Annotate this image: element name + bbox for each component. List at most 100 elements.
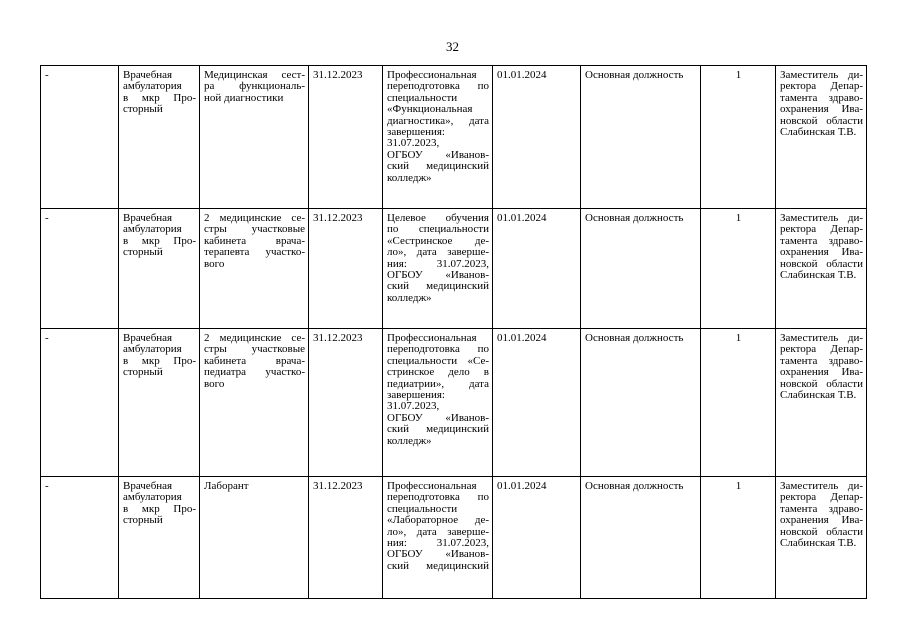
table-row: - Врачебная амбулатория в мкр Про-сторный 2 … xyxy=(40,328,867,477)
cell-line: Основная должность xyxy=(585,212,684,224)
cell-qualification: Профессиональная переподготовка по специал… xyxy=(382,328,493,477)
cell-line: тамента здраво- xyxy=(780,502,863,515)
cell-line: Заместитель ди- xyxy=(780,332,863,344)
cell-line: 31.12.2023 xyxy=(313,332,363,344)
cell-line: в мкр Про- xyxy=(123,234,196,247)
cell-line: ский медицинский xyxy=(387,160,489,173)
cell-line: Слабинская Т.В. xyxy=(780,269,857,282)
cell-count: 1 xyxy=(700,208,776,329)
cell-line: сторный xyxy=(123,366,163,379)
cell-line: педиатра участко- xyxy=(204,366,305,379)
cell-line: охранения Ива- xyxy=(780,246,863,259)
cell-line: Слабинская Т.В. xyxy=(780,126,857,139)
cell-qualification: Профессиональная переподготовка по специал… xyxy=(382,65,493,209)
cell-line: 01.01.2024 xyxy=(497,480,547,492)
cell-line: 1 xyxy=(735,332,742,344)
cell-line: переподготовка по xyxy=(387,80,489,93)
cell-qualification: Целевое обучения по специальности «Сестрин… xyxy=(382,208,493,329)
cell-line: Целевое обучения xyxy=(387,212,489,224)
cell-line: Лаборант xyxy=(204,480,249,492)
cell-department: Врачебная амбулатория в мкр Про-сторный xyxy=(118,208,200,329)
cell-line: переподготовка по xyxy=(387,491,489,504)
cell-line: «Лабораторное де- xyxy=(387,514,489,527)
cell-line: в мкр Про- xyxy=(123,502,196,515)
cell-department: Врачебная амбулатория в мкр Про-сторный xyxy=(118,328,200,477)
cell-line: Основная должность xyxy=(585,332,684,344)
cell-line: Заместитель ди- xyxy=(780,212,863,224)
cell-line: охранения Ива- xyxy=(780,103,863,116)
cell-responsible: Заместитель ди-ректора Депар-тамента здр… xyxy=(775,208,867,329)
cell-date: 31.12.2023 xyxy=(308,476,383,599)
cell-line: вого xyxy=(204,257,225,270)
cell-line: ректора Депар- xyxy=(780,343,863,356)
cell-line: амбулатория xyxy=(123,80,182,93)
cell-line: стры участковые xyxy=(204,343,305,356)
cell-line: диагностика», дата xyxy=(387,114,489,127)
cell-line: Профессиональная xyxy=(387,69,477,81)
cell-line: ректора Депар- xyxy=(780,491,863,504)
cell-position-type: Основная должность xyxy=(580,65,701,209)
table-row: - Врачебная амбулатория в мкр Про-сторный Ла… xyxy=(40,476,867,599)
cell-line: ло», дата заверше- xyxy=(387,246,489,259)
cell-position-type: Основная должность xyxy=(580,476,701,599)
cell-line: сторный xyxy=(123,246,163,259)
cell-position: Медицинская сест-ра функциональ-ной диаг… xyxy=(199,65,309,209)
cell-line: специальности xyxy=(387,91,458,104)
cell-position: 2 медицинские се-стры участковые кабинета… xyxy=(199,328,309,477)
cell-start-date: 01.01.2024 xyxy=(492,65,581,209)
cell-line: 31.12.2023 xyxy=(313,69,363,81)
cell-responsible: Заместитель ди-ректора Депар-тамента здр… xyxy=(775,328,867,477)
cell-line: 2 медицинские се- xyxy=(204,332,305,344)
cell-line: Врачебная xyxy=(123,212,173,224)
cell-start-date: 01.01.2024 xyxy=(492,476,581,599)
cell-line: колледж» xyxy=(387,171,432,184)
cell-line: ния: 31.07.2023, xyxy=(387,257,489,270)
cell-line: завершения: xyxy=(387,126,445,139)
cell-count: 1 xyxy=(700,328,776,477)
cell-date: 31.12.2023 xyxy=(308,328,383,477)
cell-line: стринское дело в xyxy=(387,366,489,379)
cell-line: - xyxy=(45,480,49,492)
cell-position: Лаборант xyxy=(199,476,309,599)
cell-line: 1 xyxy=(735,69,742,81)
cell-line: «Сестринское де- xyxy=(387,234,489,247)
cell-line: Заместитель ди- xyxy=(780,480,863,492)
cell-line: Слабинская Т.В. xyxy=(780,537,857,550)
cell-responsible: Заместитель ди-ректора Депар-тамента здр… xyxy=(775,65,867,209)
page-number: 32 xyxy=(446,39,459,54)
table-row: - Врачебная амбулатория в мкр Про-сторный Ме… xyxy=(40,65,867,209)
cell-line: - xyxy=(45,212,49,224)
cell-line: Профессиональная xyxy=(387,332,477,344)
cell-line: амбулатория xyxy=(123,223,182,236)
cell-line: сторный xyxy=(123,514,163,527)
cell-line: 31.12.2023 xyxy=(313,212,363,224)
cell-line: ский медицинский xyxy=(387,423,489,436)
cell-count: 1 xyxy=(700,65,776,209)
cell-line: ский медицинский xyxy=(387,559,489,572)
cell-date: 31.12.2023 xyxy=(308,208,383,329)
cell-line: ния: 31.07.2023, xyxy=(387,537,489,550)
cell-line: амбулатория xyxy=(123,491,182,504)
cell-line: сторный xyxy=(123,103,163,116)
cell-line: «Функциональная xyxy=(387,103,473,116)
cell-line: 01.01.2024 xyxy=(497,332,547,344)
cell-qualification: Профессиональная переподготовка по специал… xyxy=(382,476,493,599)
cell-line: ОГБОУ «Иванов- xyxy=(387,411,489,424)
cell-row-marker: - xyxy=(40,476,119,599)
staffing-table: - Врачебная амбулатория в мкр Про-сторный Ме… xyxy=(40,65,867,599)
cell-line: охранения Ива- xyxy=(780,366,863,379)
cell-line: Врачебная xyxy=(123,69,173,81)
cell-line: терапевта участко- xyxy=(204,246,305,259)
cell-line: ло», дата заверше- xyxy=(387,525,489,538)
cell-line: - xyxy=(45,332,49,344)
cell-line: кабинета врача- xyxy=(204,234,305,247)
cell-line: кабинета врача- xyxy=(204,354,305,367)
cell-line: 31.12.2023 xyxy=(313,480,363,492)
cell-row-marker: - xyxy=(40,65,119,209)
cell-line: тамента здраво- xyxy=(780,91,863,104)
cell-line: Слабинская Т.В. xyxy=(780,389,857,402)
cell-line: в мкр Про- xyxy=(123,354,196,367)
cell-line: стры участковые xyxy=(204,223,305,236)
cell-line: 31.07.2023, xyxy=(387,400,440,413)
